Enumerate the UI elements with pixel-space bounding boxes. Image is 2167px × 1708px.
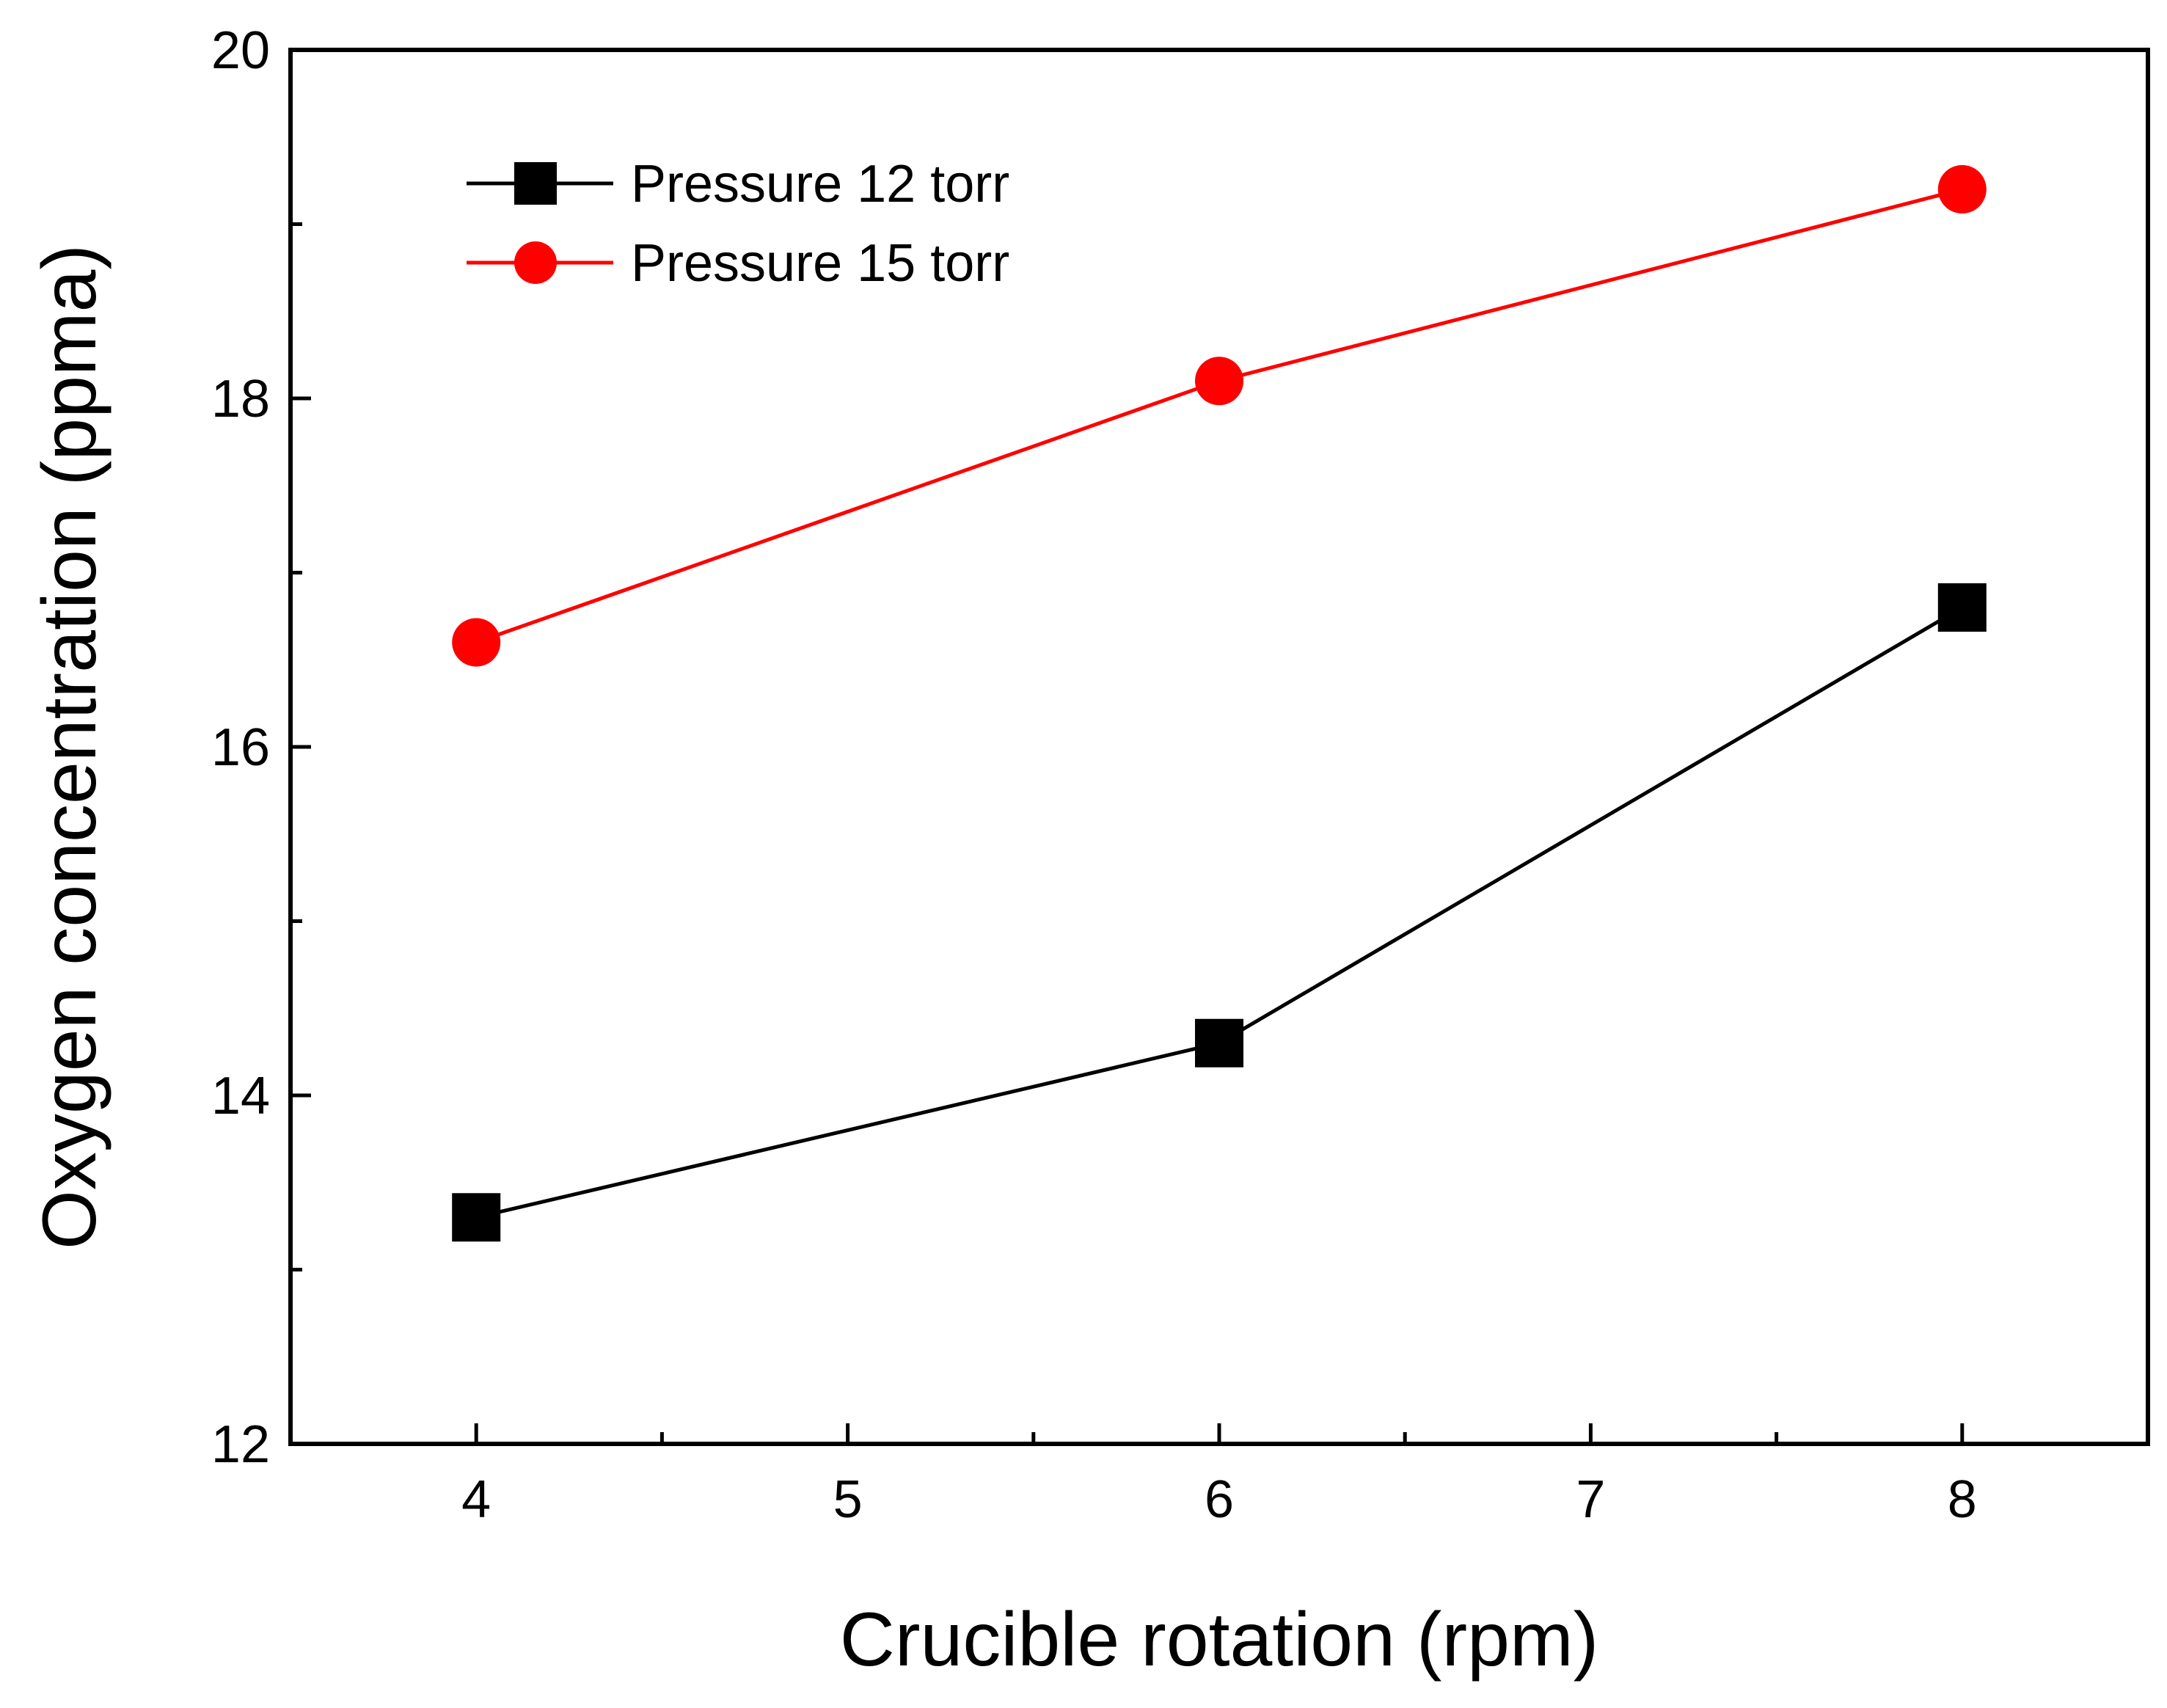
y-axis-ticks: 12 14 16 18 20: [211, 21, 311, 1474]
legend-label: Pressure 12 torr: [631, 155, 1009, 213]
x-axis-title: Crucible rotation (rpm): [840, 1597, 1599, 1682]
series-line: [475, 605, 1964, 1219]
y-tick-label: 16: [211, 718, 270, 777]
legend-marker: [514, 162, 557, 205]
y-tick-label: 14: [211, 1067, 270, 1125]
data-point: [1937, 165, 1987, 213]
series-layer: [452, 165, 1987, 1242]
x-tick-label: 7: [1576, 1470, 1605, 1529]
data-point: [452, 1193, 501, 1242]
y-tick-label: 20: [211, 21, 270, 80]
x-tick-label: 8: [1948, 1470, 1977, 1529]
x-tick-label: 6: [1205, 1470, 1234, 1529]
legend-item: Pressure 15 torr: [467, 234, 1009, 293]
legend-item: Pressure 12 torr: [467, 155, 1009, 213]
legend-label: Pressure 15 torr: [631, 234, 1009, 293]
y-axis-title: Oxygen concentration (ppma): [27, 244, 112, 1249]
legend: Pressure 12 torr Pressure 15 torr: [467, 155, 1009, 293]
x-tick-label: 4: [461, 1470, 491, 1529]
plot-frame: [288, 48, 2150, 1446]
data-point: [1937, 583, 1987, 632]
legend-marker: [514, 241, 557, 284]
x-axis-ticks: 4 5 6 7 8: [461, 1423, 1977, 1529]
data-point: [1195, 357, 1243, 406]
y-tick-label: 18: [211, 370, 270, 428]
y-tick-label: 12: [211, 1415, 270, 1474]
data-point: [1195, 1018, 1243, 1068]
x-tick-label: 5: [833, 1470, 863, 1529]
data-point: [452, 618, 501, 667]
series-2: [452, 165, 1987, 667]
series-1: [452, 583, 1987, 1242]
